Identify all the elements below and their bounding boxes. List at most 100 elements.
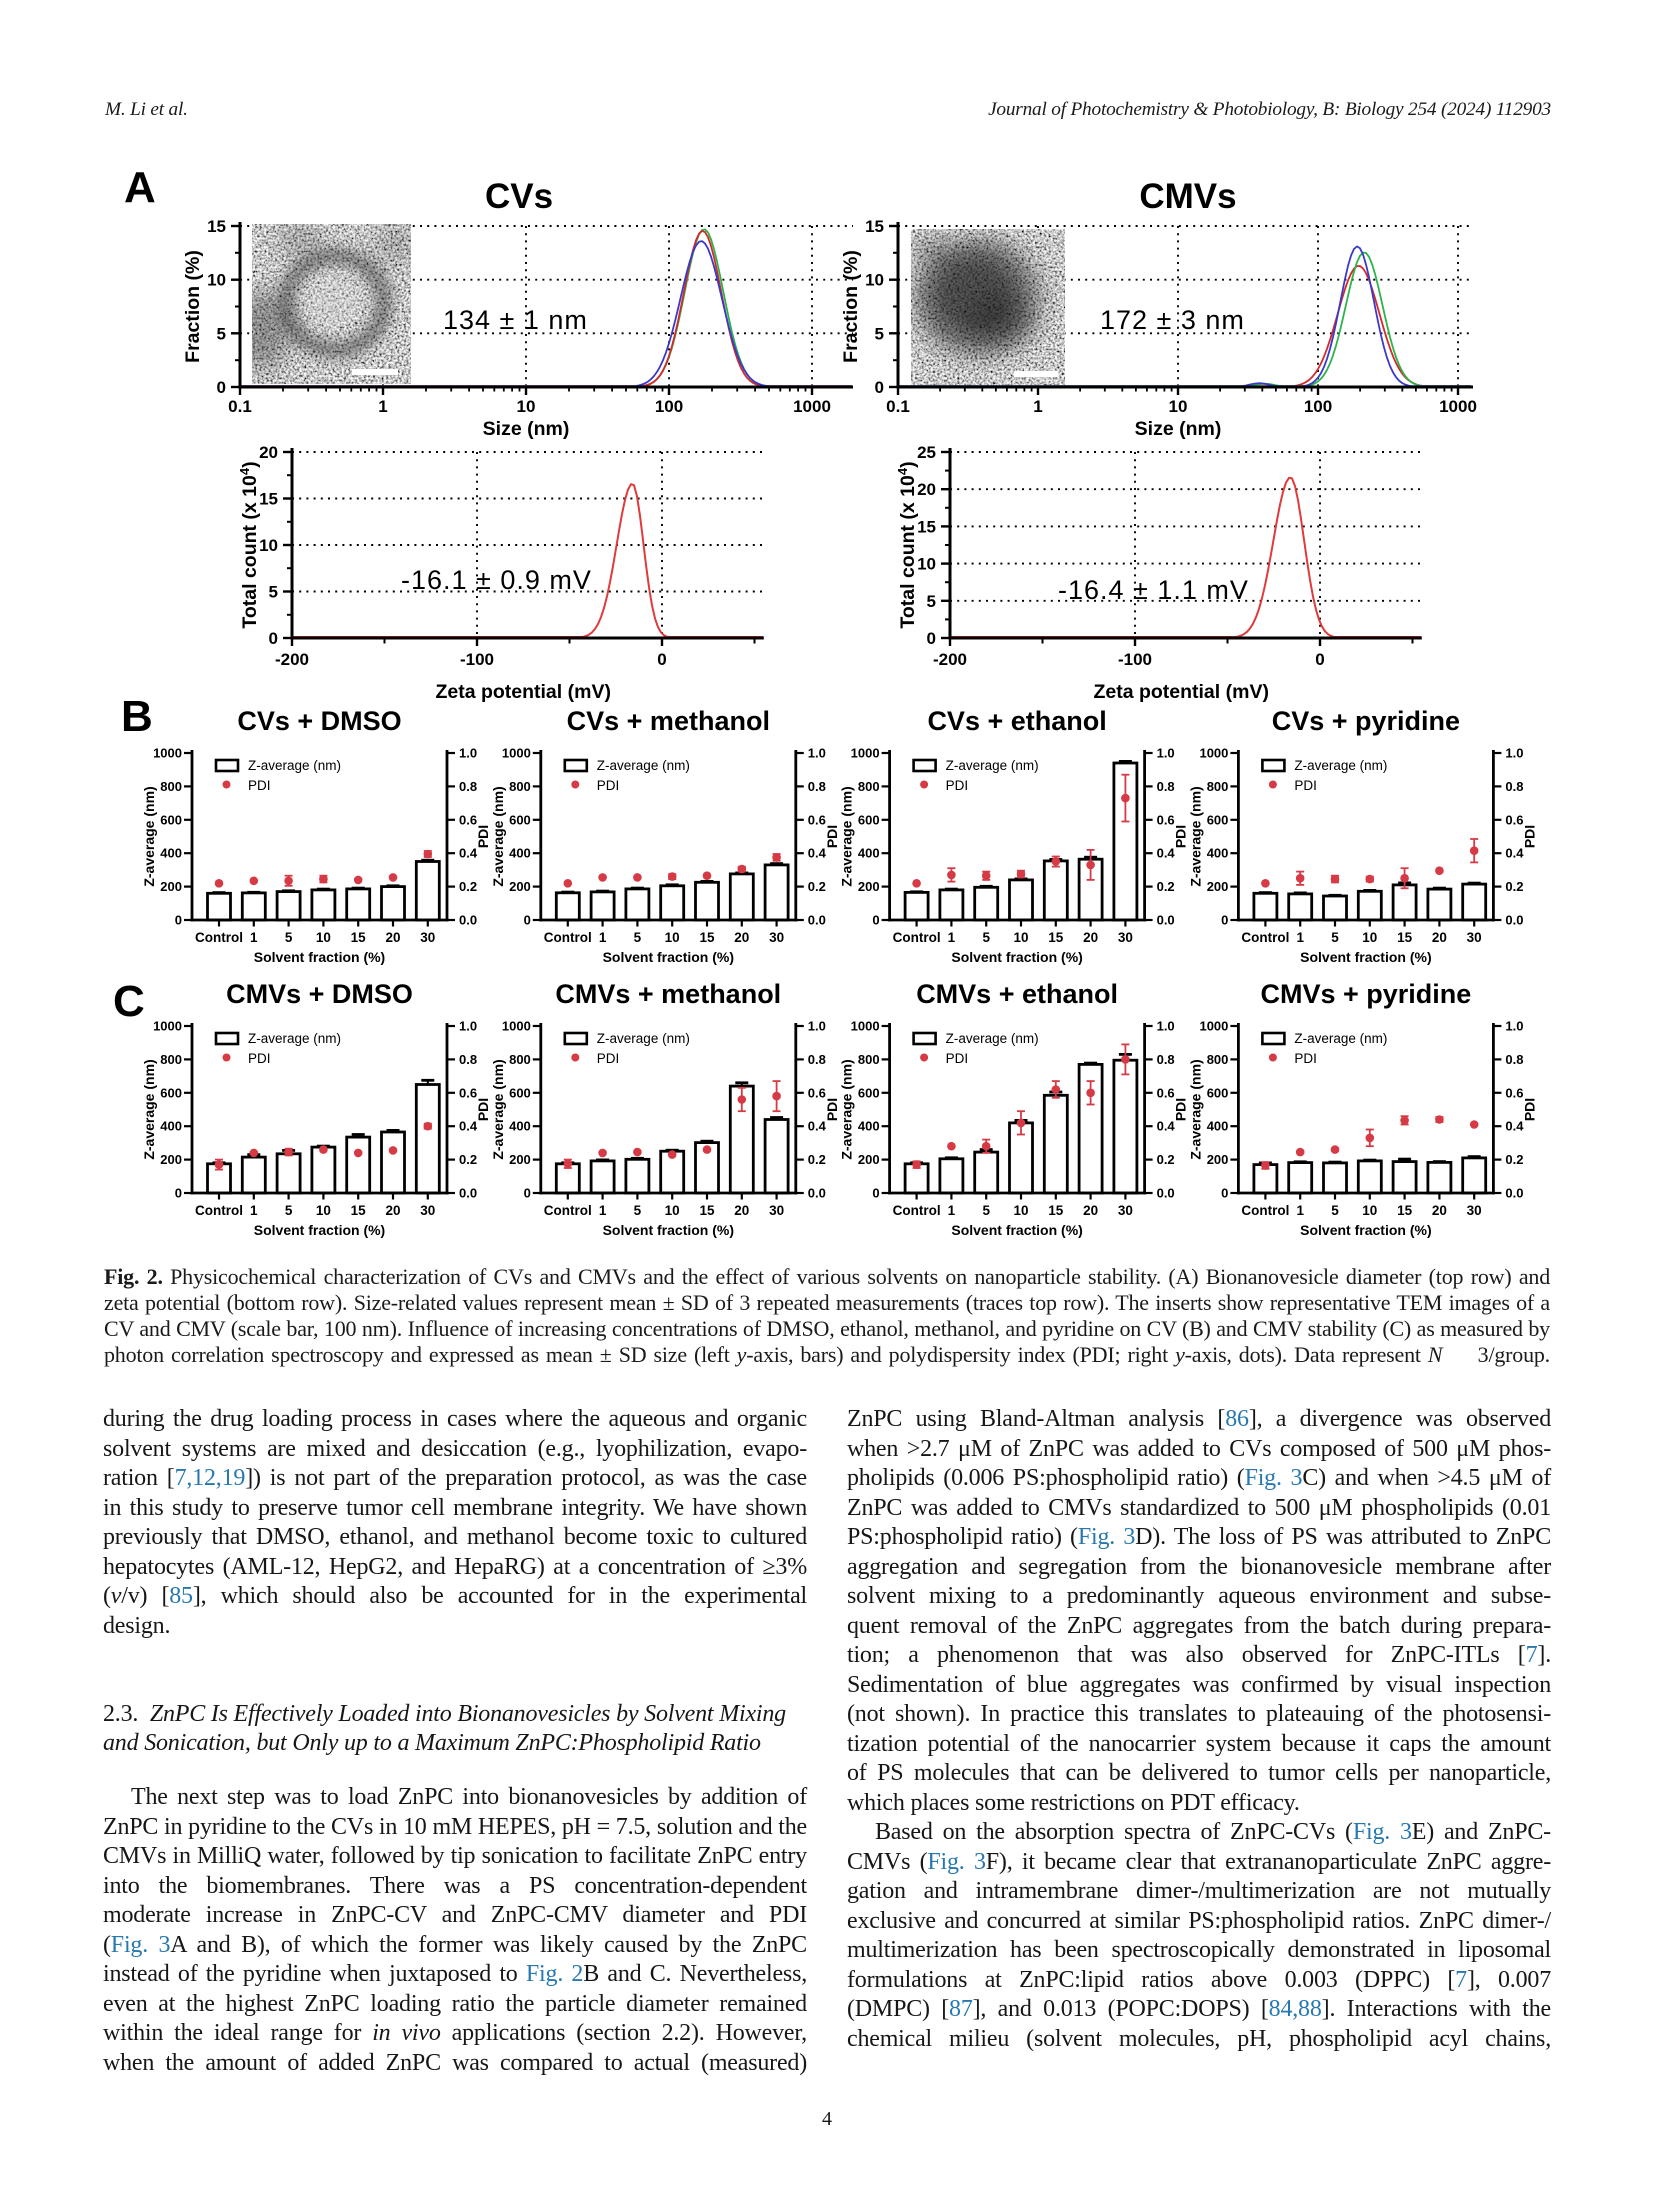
svg-text:Z-average (nm): Z-average (nm)	[1187, 786, 1203, 886]
svg-text:CVs + ethanol: CVs + ethanol	[927, 706, 1106, 736]
svg-text:0.6: 0.6	[1505, 1085, 1523, 1100]
svg-text:10: 10	[316, 1203, 331, 1218]
svg-text:1000: 1000	[851, 746, 880, 761]
svg-text:0.0: 0.0	[459, 1186, 477, 1201]
svg-text:10: 10	[1013, 1203, 1028, 1218]
svg-text:-200: -200	[933, 650, 967, 669]
svg-text:0.2: 0.2	[1157, 1152, 1175, 1167]
svg-text:0: 0	[175, 1186, 182, 1201]
svg-text:1.0: 1.0	[1157, 746, 1175, 761]
svg-text:0: 0	[657, 650, 666, 669]
svg-text:0.0: 0.0	[808, 1186, 826, 1201]
svg-text:172 ± 3 nm: 172 ± 3 nm	[1100, 305, 1245, 335]
svg-text:PDI: PDI	[1521, 825, 1537, 848]
svg-text:Z-average (nm): Z-average (nm)	[839, 786, 855, 886]
svg-text:Total count (x 104): Total count (x 104)	[237, 461, 261, 628]
svg-text:Z-average (nm): Z-average (nm)	[248, 1031, 341, 1046]
svg-text:400: 400	[160, 846, 182, 861]
svg-text:0.0: 0.0	[459, 913, 477, 928]
svg-text:0.2: 0.2	[459, 1152, 477, 1167]
svg-text:Control: Control	[893, 930, 941, 945]
svg-text:0.6: 0.6	[459, 812, 477, 827]
svg-text:1: 1	[1033, 397, 1042, 416]
svg-text:15: 15	[699, 930, 715, 945]
svg-text:Control: Control	[544, 930, 592, 945]
svg-text:Solvent fraction (%): Solvent fraction (%)	[951, 1222, 1082, 1238]
svg-text:-100: -100	[1118, 650, 1152, 669]
svg-text:Solvent fraction (%): Solvent fraction (%)	[1300, 949, 1431, 965]
svg-text:1000: 1000	[1439, 397, 1477, 416]
svg-text:0.4: 0.4	[1505, 1119, 1524, 1134]
svg-text:0.2: 0.2	[808, 1152, 826, 1167]
svg-text:800: 800	[160, 1052, 182, 1067]
svg-text:400: 400	[858, 846, 880, 861]
svg-text:Zeta potential (mV): Zeta potential (mV)	[435, 681, 611, 703]
svg-text:200: 200	[160, 1152, 182, 1167]
svg-text:400: 400	[1207, 1119, 1229, 1134]
svg-text:5: 5	[217, 324, 226, 343]
svg-text:600: 600	[1207, 812, 1229, 827]
svg-text:1000: 1000	[502, 1019, 531, 1034]
svg-text:30: 30	[1118, 930, 1133, 945]
svg-text:5: 5	[927, 592, 936, 611]
svg-text:600: 600	[509, 812, 531, 827]
svg-text:0: 0	[1315, 650, 1324, 669]
svg-text:0.4: 0.4	[1157, 1119, 1176, 1134]
svg-text:0.0: 0.0	[1157, 913, 1175, 928]
svg-text:400: 400	[160, 1119, 182, 1134]
svg-text:5: 5	[285, 930, 293, 945]
svg-text:PDI: PDI	[597, 1051, 620, 1066]
svg-text:5: 5	[285, 1203, 293, 1218]
svg-text:0.8: 0.8	[808, 1052, 826, 1067]
svg-text:20: 20	[1083, 930, 1098, 945]
svg-text:600: 600	[160, 812, 182, 827]
svg-text:CMVs + methanol: CMVs + methanol	[555, 979, 781, 1009]
svg-text:100: 100	[1304, 397, 1332, 416]
svg-text:0.8: 0.8	[1505, 779, 1523, 794]
svg-text:10: 10	[259, 536, 278, 555]
svg-text:CMVs + DMSO: CMVs + DMSO	[226, 979, 413, 1009]
svg-text:0.4: 0.4	[1505, 846, 1524, 861]
svg-text:5: 5	[1331, 930, 1339, 945]
svg-text:1000: 1000	[153, 746, 182, 761]
svg-text:800: 800	[1207, 779, 1229, 794]
svg-text:800: 800	[1207, 1052, 1229, 1067]
svg-text:0: 0	[524, 1186, 531, 1201]
svg-text:Z-average (nm): Z-average (nm)	[248, 758, 341, 773]
svg-text:PDI: PDI	[1173, 1098, 1189, 1121]
svg-text:1000: 1000	[1199, 746, 1228, 761]
svg-text:20: 20	[734, 930, 749, 945]
svg-text:1.0: 1.0	[459, 1019, 477, 1034]
svg-text:800: 800	[858, 1052, 880, 1067]
svg-text:PDI: PDI	[1294, 1051, 1317, 1066]
svg-text:10: 10	[665, 1203, 680, 1218]
svg-text:200: 200	[160, 879, 182, 894]
svg-text:0.2: 0.2	[459, 879, 477, 894]
svg-text:20: 20	[734, 1203, 749, 1218]
svg-text:0.6: 0.6	[808, 812, 826, 827]
svg-text:800: 800	[160, 779, 182, 794]
svg-text:Size (nm): Size (nm)	[483, 418, 570, 440]
svg-text:0.0: 0.0	[1157, 1186, 1175, 1201]
svg-text:PDI: PDI	[824, 1098, 840, 1121]
svg-text:PDI: PDI	[248, 1051, 271, 1066]
svg-text:1: 1	[1296, 930, 1304, 945]
svg-text:Z-average (nm): Z-average (nm)	[597, 1031, 690, 1046]
svg-text:600: 600	[160, 1085, 182, 1100]
svg-text:0: 0	[872, 913, 879, 928]
svg-text:600: 600	[858, 1085, 880, 1100]
svg-text:PDI: PDI	[248, 778, 271, 793]
svg-text:30: 30	[420, 930, 435, 945]
svg-text:Z-average (nm): Z-average (nm)	[490, 1059, 506, 1159]
svg-text:Control: Control	[1241, 1203, 1289, 1218]
svg-text:0.8: 0.8	[808, 779, 826, 794]
svg-text:10: 10	[1362, 930, 1377, 945]
svg-text:5: 5	[634, 1203, 642, 1218]
svg-text:0.4: 0.4	[808, 1119, 827, 1134]
svg-text:0: 0	[217, 378, 226, 397]
svg-text:15: 15	[351, 930, 367, 945]
svg-text:100: 100	[655, 397, 683, 416]
svg-text:5: 5	[1331, 1203, 1339, 1218]
svg-text:200: 200	[1207, 1152, 1229, 1167]
svg-text:Solvent fraction (%): Solvent fraction (%)	[603, 949, 734, 965]
